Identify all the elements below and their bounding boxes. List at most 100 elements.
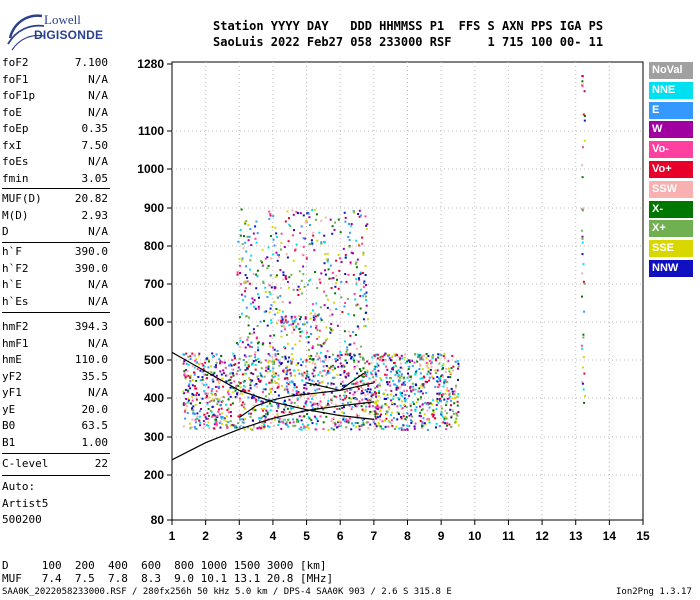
echo-point: [316, 352, 319, 355]
echo-point: [334, 423, 337, 426]
echo-point: [362, 375, 365, 378]
echo-point: [269, 293, 272, 296]
echo-point: [269, 214, 272, 217]
echo-point: [219, 380, 221, 383]
echo-point: [291, 357, 294, 360]
echo-point: [301, 423, 304, 426]
echo-point: [300, 419, 303, 422]
echo-point: [386, 383, 389, 386]
echo-point: [346, 349, 349, 351]
echo-point: [329, 218, 332, 221]
echo-point: [338, 407, 341, 410]
echo-point: [280, 330, 283, 333]
echo-point: [356, 325, 359, 328]
echo-point: [320, 360, 322, 363]
echo-point: [215, 361, 218, 364]
echo-point: [271, 355, 274, 358]
echo-point: [277, 404, 280, 407]
echo-point: [294, 343, 297, 346]
echo-point: [195, 394, 198, 397]
echo-point: [252, 407, 255, 410]
echo-point: [369, 410, 372, 413]
echo-point: [314, 393, 317, 396]
echo-point: [339, 362, 342, 365]
echo-point: [352, 382, 355, 385]
echo-point: [382, 428, 385, 430]
echo-point: [393, 362, 395, 364]
echo-point: [355, 347, 358, 350]
echo-point: [355, 304, 358, 307]
echo-point: [203, 390, 206, 393]
echo-point: [208, 396, 211, 399]
echo-point: [343, 412, 346, 415]
echo-point: [304, 221, 307, 224]
echo-point: [247, 363, 250, 366]
echo-point: [403, 380, 406, 383]
echo-point: [332, 364, 334, 367]
echo-point: [354, 405, 357, 408]
echo-point: [186, 374, 189, 377]
echo-point: [397, 369, 400, 372]
echo-point: [303, 387, 306, 389]
echo-point: [256, 427, 259, 430]
x-tick-label: 2: [202, 529, 209, 543]
echo-point: [315, 422, 318, 425]
echo-point: [347, 421, 350, 424]
echo-point: [261, 261, 263, 264]
echo-point: [237, 422, 240, 425]
echo-point: [297, 362, 300, 365]
echo-point: [227, 398, 230, 401]
echo-point: [302, 427, 305, 430]
echo-point: [308, 417, 311, 420]
echo-point: [222, 385, 225, 388]
echo-point: [288, 286, 290, 289]
echo-point: [200, 408, 202, 410]
echo-point: [344, 359, 347, 362]
echo-point: [308, 216, 311, 219]
echo-point: [445, 389, 448, 392]
echo-point: [276, 350, 279, 352]
echo-point: [290, 317, 293, 320]
echo-point: [303, 323, 306, 326]
echo-point: [265, 359, 267, 362]
echo-point: [244, 372, 247, 375]
echo-point: [334, 367, 336, 370]
echo-point: [205, 383, 208, 386]
echo-point: [427, 418, 430, 421]
echo-point: [457, 411, 460, 413]
echo-point: [238, 399, 241, 402]
echo-point: [253, 331, 256, 334]
echo-point: [273, 334, 276, 337]
echo-point: [336, 278, 338, 281]
echo-point: [375, 403, 378, 406]
echo-point: [305, 373, 308, 375]
echo-point: [441, 364, 444, 367]
echo-point: [221, 416, 224, 419]
echo-point: [398, 427, 401, 430]
echo-point: [443, 417, 446, 420]
echo-point: [220, 417, 223, 420]
echo-point: [282, 278, 285, 281]
echo-point: [186, 401, 189, 404]
echo-point: [223, 418, 226, 421]
echo-point: [375, 425, 378, 428]
echo-point: [379, 384, 382, 387]
echo-point: [453, 390, 456, 393]
echo-point: [318, 357, 321, 360]
echo-point: [379, 418, 382, 421]
echo-point: [410, 419, 412, 422]
echo-point: [353, 342, 356, 345]
echo-point: [350, 398, 353, 401]
echo-point: [342, 247, 345, 250]
echo-point: [366, 393, 369, 396]
params-group-muf: MUF(D) 20.82 M(D) 2.93 D N/A: [2, 192, 108, 242]
echo-point: [304, 426, 307, 429]
echo-point: [390, 422, 393, 425]
echo-point: [421, 368, 424, 371]
echo-point: [364, 274, 367, 276]
echo-point: [274, 415, 277, 418]
echo-point: [283, 408, 286, 411]
echo-point: [224, 366, 227, 369]
echo-point: [298, 270, 301, 273]
echo-point: [319, 400, 322, 403]
